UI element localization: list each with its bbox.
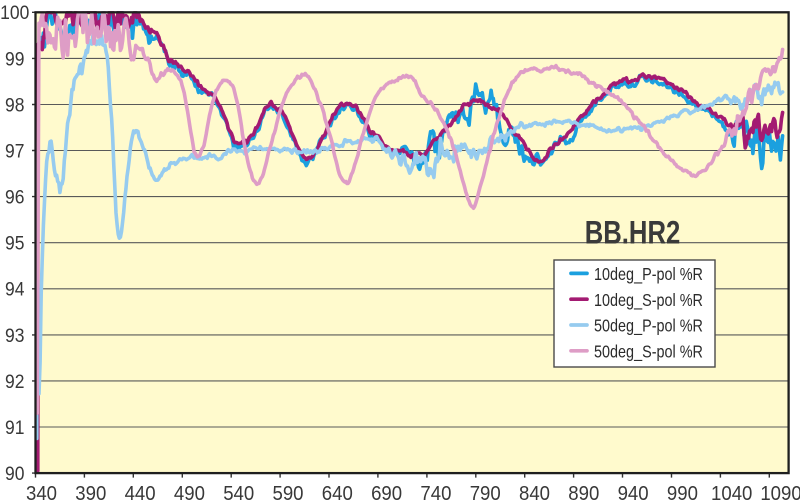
svg-text:50deg_P-pol %R: 50deg_P-pol %R	[594, 316, 703, 336]
svg-text:98: 98	[5, 94, 24, 116]
svg-text:340: 340	[26, 483, 57, 504]
svg-text:390: 390	[75, 483, 106, 504]
svg-text:640: 640	[322, 483, 353, 504]
svg-text:10deg_S-pol %R: 10deg_S-pol %R	[594, 291, 703, 311]
svg-text:95: 95	[5, 232, 24, 254]
svg-text:94: 94	[5, 278, 24, 300]
svg-text:890: 890	[568, 483, 599, 504]
svg-text:690: 690	[371, 483, 402, 504]
svg-text:BB.HR2: BB.HR2	[585, 215, 681, 252]
svg-text:490: 490	[174, 483, 205, 504]
svg-text:440: 440	[125, 483, 156, 504]
svg-text:1090: 1090	[760, 483, 800, 504]
svg-text:93: 93	[5, 324, 24, 346]
svg-text:1040: 1040	[711, 483, 752, 504]
svg-text:590: 590	[272, 483, 303, 504]
svg-text:99: 99	[5, 48, 24, 70]
svg-text:90: 90	[5, 462, 24, 484]
svg-text:97: 97	[5, 140, 24, 162]
svg-text:10deg_P-pol %R: 10deg_P-pol %R	[594, 265, 703, 285]
svg-text:840: 840	[519, 483, 550, 504]
svg-text:50deg_S-pol %R: 50deg_S-pol %R	[594, 342, 703, 362]
svg-text:990: 990	[667, 483, 698, 504]
svg-text:91: 91	[5, 416, 24, 438]
svg-text:740: 740	[420, 483, 451, 504]
svg-text:540: 540	[223, 483, 254, 504]
svg-text:96: 96	[5, 186, 24, 208]
svg-text:100: 100	[0, 2, 29, 24]
svg-text:790: 790	[470, 483, 501, 504]
svg-text:940: 940	[618, 483, 649, 504]
svg-text:92: 92	[5, 370, 24, 392]
